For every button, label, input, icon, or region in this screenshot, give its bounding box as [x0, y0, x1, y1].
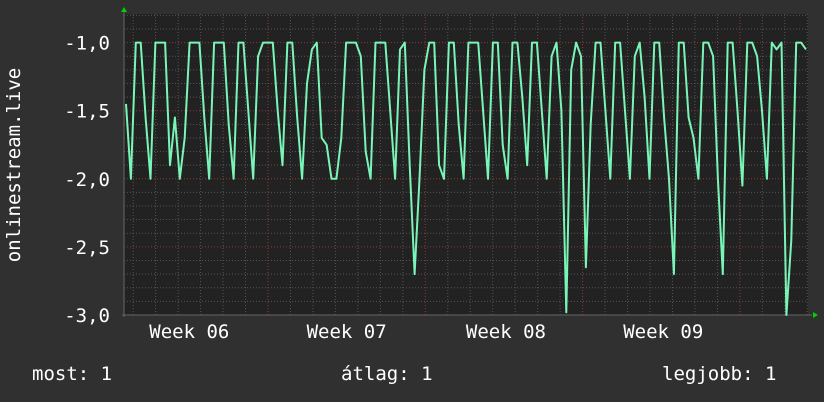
x-tick-label: Week 09 — [623, 321, 703, 343]
y-axis-label: onlinestream.live — [3, 68, 25, 262]
y-tick-label: -2,0 — [64, 169, 110, 191]
legend-average: átlag: 1 — [341, 363, 433, 385]
y-axis-arrow — [121, 7, 127, 12]
x-axis-arrow — [813, 312, 818, 318]
y-tick-label: -1,5 — [64, 101, 110, 123]
x-tick-label: Week 06 — [149, 321, 229, 343]
legend-current: most: 1 — [32, 363, 113, 385]
series-line — [125, 41, 807, 316]
legend-max: legjobb: 1 — [662, 363, 777, 385]
x-tick-label: Week 07 — [307, 321, 387, 343]
y-tick-label: -1,0 — [64, 33, 110, 55]
x-tick-label: Week 08 — [466, 321, 546, 343]
y-tick-label: -3,0 — [64, 305, 110, 327]
y-tick-label: -2,5 — [64, 237, 110, 259]
plot-area — [124, 14, 808, 315]
